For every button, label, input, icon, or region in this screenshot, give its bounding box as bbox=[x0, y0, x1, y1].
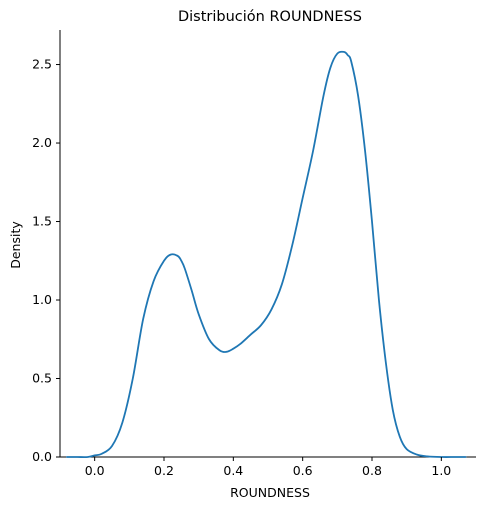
plot-area bbox=[60, 30, 476, 457]
y-axis-title: Density bbox=[8, 221, 23, 269]
y-tick-label: 1.5 bbox=[32, 214, 52, 229]
x-tick-label: 0.2 bbox=[154, 463, 174, 478]
y-tick-label: 0.0 bbox=[32, 449, 52, 464]
y-tick-label: 1.0 bbox=[32, 292, 52, 307]
y-axis-ticks: 0.0 0.5 1.0 1.5 2.0 2.5 bbox=[32, 57, 60, 464]
chart-title: Distribución ROUNDNESS bbox=[178, 9, 362, 25]
x-tick-label: 0.4 bbox=[223, 463, 243, 478]
x-tick-label: 0.6 bbox=[293, 463, 313, 478]
y-tick-label: 2.5 bbox=[32, 57, 52, 72]
x-axis-ticks: 0.0 0.2 0.4 0.6 0.8 1.0 bbox=[85, 457, 452, 478]
x-axis-title: ROUNDNESS bbox=[230, 485, 310, 500]
x-tick-label: 0.0 bbox=[85, 463, 105, 478]
y-tick-label: 0.5 bbox=[32, 371, 52, 386]
density-curve-line bbox=[67, 52, 466, 457]
y-tick-label: 2.0 bbox=[32, 135, 52, 150]
x-tick-label: 1.0 bbox=[431, 463, 451, 478]
x-tick-label: 0.8 bbox=[362, 463, 382, 478]
